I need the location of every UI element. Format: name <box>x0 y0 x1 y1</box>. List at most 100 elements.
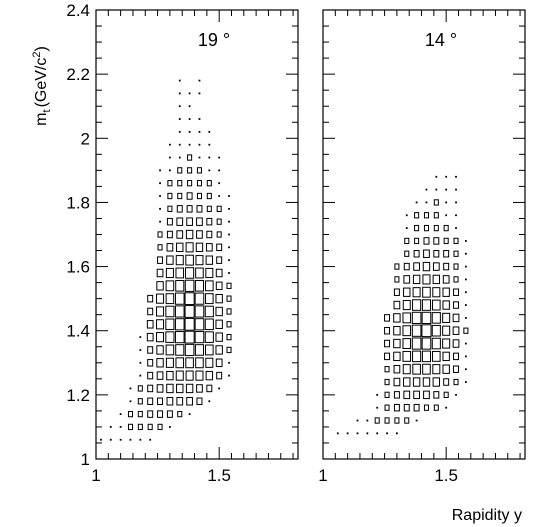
heatmap-cell <box>443 250 450 258</box>
heatmap-cell <box>393 288 400 296</box>
heatmap-cell <box>412 377 421 387</box>
heatmap-cell <box>205 267 214 279</box>
heatmap-cell <box>393 300 401 310</box>
heatmap-cell <box>432 377 441 387</box>
heatmap-cell <box>393 403 400 412</box>
heatmap-cell <box>198 79 201 82</box>
heatmap-cell <box>206 217 213 226</box>
heatmap-cell <box>386 432 388 435</box>
heatmap-cell <box>218 156 221 159</box>
heatmap-cell <box>384 326 391 335</box>
heatmap-cell <box>425 201 428 204</box>
heatmap-cell <box>156 345 164 355</box>
heatmap-cell <box>453 250 459 257</box>
heatmap-cell <box>129 438 132 441</box>
heatmap-cell <box>185 383 194 394</box>
y-tick-label: 1.2 <box>66 386 90 405</box>
heatmap-cell <box>198 156 201 159</box>
heatmap-cell <box>184 305 195 318</box>
heatmap-cell <box>159 169 161 172</box>
heatmap-cell <box>384 366 390 373</box>
heatmap-cell <box>455 214 457 217</box>
heatmap-cell <box>432 299 441 311</box>
heatmap-cell <box>442 312 451 323</box>
heatmap-cell <box>147 359 154 367</box>
heatmap-cell <box>119 438 122 441</box>
y-axis-title: mt(GeV/c2) <box>31 46 53 126</box>
heatmap-cell <box>178 156 181 159</box>
heatmap-cell <box>452 326 460 335</box>
heatmap-cell <box>167 192 173 200</box>
heatmap-cell <box>156 268 164 278</box>
heatmap-cell <box>194 318 205 331</box>
heatmap-cell <box>188 118 191 120</box>
heatmap-cell <box>432 262 440 271</box>
panel-14-deg: 1 1.5 14 ° <box>318 9 526 485</box>
heatmap-cell <box>178 130 181 133</box>
heatmap-cell <box>442 275 450 284</box>
heatmap-cell <box>464 265 467 268</box>
heatmap-cell <box>445 201 448 204</box>
heatmap-cell <box>156 332 165 343</box>
heatmap-cell <box>165 357 174 368</box>
heatmap-cell <box>177 180 183 187</box>
heatmap-cell <box>175 255 184 266</box>
heatmap-cell <box>205 280 214 292</box>
heatmap-cell <box>165 267 174 279</box>
heatmap-cell <box>129 387 132 390</box>
heatmap-cell <box>464 355 467 358</box>
heatmap-cell <box>187 180 193 187</box>
heatmap-cell <box>127 410 134 418</box>
heatmap-cell <box>421 324 432 338</box>
heatmap-cell <box>216 371 223 380</box>
heatmap-cell <box>174 305 185 318</box>
heatmap-cell <box>393 391 400 399</box>
heatmap-cell <box>165 280 175 292</box>
heatmap-cell <box>443 378 450 386</box>
heatmap-cell <box>166 383 174 394</box>
heatmap-cell <box>159 182 161 185</box>
heatmap-cell <box>175 267 185 279</box>
heatmap-cell <box>422 261 431 272</box>
heatmap-cell <box>403 275 411 284</box>
heatmap-cell <box>384 339 391 348</box>
heatmap-cell <box>146 332 154 342</box>
heatmap-cell <box>346 432 349 435</box>
heatmap-cell <box>184 317 195 331</box>
heatmap-cell <box>176 230 184 239</box>
heatmap-cell <box>176 205 183 213</box>
heatmap-cell <box>147 307 154 316</box>
heatmap-cell <box>356 432 359 435</box>
heatmap-cell <box>366 432 369 435</box>
heatmap-cell <box>188 105 191 108</box>
heatmap-cell <box>228 233 230 236</box>
heatmap-cell <box>194 305 205 318</box>
heatmap-cell <box>455 188 457 191</box>
heatmap-cell <box>166 230 173 239</box>
heatmap-cell <box>208 156 211 159</box>
heatmap-cell <box>432 287 441 298</box>
heatmap-cell <box>384 352 391 361</box>
heatmap-cell <box>453 352 460 361</box>
heatmap-cell <box>464 368 467 371</box>
heatmap-cell <box>215 293 223 304</box>
heatmap-cell <box>404 237 410 245</box>
heatmap-cell <box>205 370 214 381</box>
y-tick-label: 1.4 <box>66 322 90 341</box>
heatmap-cell <box>421 311 432 324</box>
heatmap-cell <box>464 291 467 294</box>
heatmap-cell <box>165 318 175 331</box>
heatmap-cell <box>186 192 193 200</box>
heatmap-cell <box>443 262 450 271</box>
heatmap-cell <box>425 188 428 191</box>
heatmap-cell <box>404 250 410 257</box>
heatmap-cell <box>157 256 164 264</box>
heatmap-cell <box>402 350 412 362</box>
heatmap-cell <box>109 438 112 441</box>
heatmap-cell <box>139 336 142 339</box>
heatmap-cell <box>166 410 173 418</box>
heatmap-cell <box>178 79 181 82</box>
heatmap-cell <box>169 156 171 159</box>
heatmap-cell <box>215 358 223 368</box>
heatmap-cell <box>139 361 142 364</box>
